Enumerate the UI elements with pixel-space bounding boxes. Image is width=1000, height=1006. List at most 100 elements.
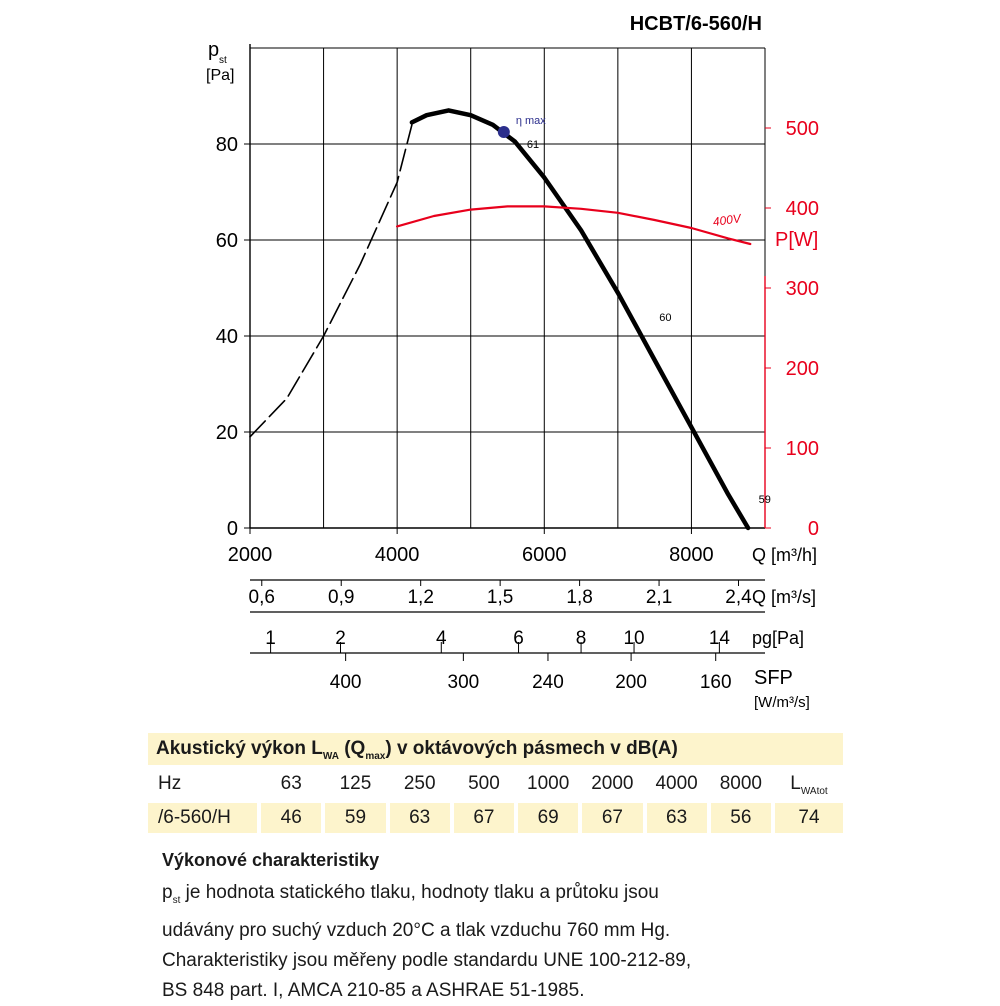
right-axis-label: P[W] (775, 229, 818, 251)
scale-tick-label: 0,9 (328, 587, 354, 608)
value-250: 63 (389, 803, 450, 833)
y-tick-label: 40 (216, 326, 238, 348)
band-63: 63 (280, 773, 302, 794)
chart-annotations: η max 61 60 59 400V (497, 115, 771, 506)
band-250: 250 (403, 773, 436, 794)
value-total: 74 (774, 803, 843, 833)
total-label: LWAtot (775, 769, 843, 799)
band-500: 500 (468, 773, 500, 794)
y2-tick-label: 400 (786, 198, 819, 220)
notes-title: Výkonové charakteristiky (162, 850, 380, 870)
scale-tick-label: 2 (335, 628, 346, 649)
scale-unit-sfp: [W/m³/s] (754, 694, 810, 711)
value-1000: 69 (518, 803, 579, 833)
fan-performance-chart: HCBT/6-560/H p st [Pa] P[W] 020406080010… (206, 13, 819, 711)
total-label-main: L (790, 773, 801, 794)
acoustic-table-header: Akustický výkon LWA (Qmax) v oktávových … (148, 733, 843, 765)
scale-tick-label: 1,2 (407, 587, 433, 608)
series-curve-2 (396, 205, 752, 246)
scale-tick-label: 2,4 (725, 587, 752, 608)
header-text: Akustický výkon L (156, 738, 323, 759)
band-1000: 1000 (527, 773, 570, 794)
model-label: /6-560/H (148, 803, 258, 833)
scale-tick-label: 1,5 (487, 587, 513, 608)
scale-label-q-m3s: Q [m³/s] (752, 587, 816, 607)
efficiency-max-marker (497, 126, 510, 138)
x-tick-label: 8000 (669, 544, 714, 566)
band-8000: 8000 (719, 773, 762, 794)
value-500: 67 (453, 803, 515, 833)
scale-tick-label: 1 (265, 628, 276, 649)
scale-tick-label: 6 (513, 628, 524, 649)
x-tick-label: 2000 (228, 544, 273, 566)
notes-line-3: Charakteristiky jsou měřeny podle standa… (162, 949, 692, 971)
scale-tick-label: 8 (576, 628, 587, 649)
pst-subscript: st (219, 55, 227, 66)
hz-row: Hz 63 125 250 500 1000 2000 4000 8000 LW… (148, 769, 843, 799)
band-2000: 2000 (591, 773, 634, 794)
annotation-label: η max (516, 115, 546, 127)
scale-label-sfp: SFP (754, 667, 793, 689)
x-axis-label: Q [m³/h] (752, 545, 817, 565)
scale-label-pg: pg[Pa] (752, 628, 804, 648)
pst-inline-sub: st (172, 894, 181, 906)
pst-symbol: p (208, 39, 219, 61)
hz-label: Hz (158, 773, 182, 794)
model-title: HCBT/6-560/H (630, 13, 762, 35)
notes-line-1-text: je hodnota statického tlaku, hodnoty tla… (180, 882, 659, 903)
header-sub-wa: WA (322, 750, 339, 762)
y-tick-label: 0 (227, 518, 238, 540)
chart-axes (249, 44, 766, 529)
chart-grid (250, 47, 766, 528)
band-4000: 4000 (655, 773, 698, 794)
scale-tick-label: 4 (436, 628, 447, 649)
acoustic-table: Akustický výkon LWA (Qmax) v oktávových … (148, 733, 843, 833)
pst-unit: [Pa] (206, 67, 234, 84)
scale-tick-label: 14 (709, 628, 731, 649)
series-curve-0 (249, 124, 413, 438)
x-tick-label: 6000 (522, 544, 567, 566)
annotation-label: 59 (759, 494, 771, 506)
header-text-end: ) v oktávových pásmech v dB(A) (385, 738, 678, 759)
y2-tick-label: 500 (786, 118, 819, 140)
model-row: /6-560/H 46 59 63 67 69 67 63 56 74 (148, 803, 843, 833)
pst-inline: pst (162, 882, 181, 906)
value-63: 46 (261, 803, 322, 833)
y2-tick-label: 200 (786, 358, 819, 380)
pst-inline-symbol: p (162, 882, 173, 903)
y2-tick-label: 0 (808, 518, 819, 540)
performance-notes: Výkonové charakteristiky pst je hodnota … (162, 848, 862, 1006)
scale-tick-label: 240 (532, 672, 564, 693)
value-8000: 56 (710, 803, 771, 833)
chart-curves (249, 108, 752, 531)
x-tick-label: 4000 (375, 544, 420, 566)
annotation-label: 61 (527, 139, 539, 151)
notes-line-4: BS 848 part. I, AMCA 210-85 a ASHRAE 51-… (162, 979, 585, 1001)
y2-tick-label: 100 (786, 438, 819, 460)
scale-tick-label: 1,8 (566, 587, 592, 608)
value-4000: 63 (646, 803, 707, 833)
notes-line-1: pst je hodnota statického tlaku, hodnoty… (162, 878, 862, 916)
annotation-label: 400V (712, 211, 743, 229)
y2-tick-label: 300 (786, 278, 819, 300)
y-tick-label: 20 (216, 422, 238, 444)
left-axis-label: p st [Pa] (206, 39, 234, 84)
header-text-mid: (Q (338, 738, 366, 759)
total-label-sub: WAtot (800, 785, 828, 797)
scale-tick-label: 0,6 (249, 587, 275, 608)
band-125: 125 (339, 773, 372, 794)
annotation-label: 60 (659, 312, 671, 324)
value-2000: 67 (582, 803, 643, 833)
notes-line-2: udávány pro suchý vzduch 20°C a tlak vzd… (162, 919, 671, 941)
scale-tick-label: 2,1 (646, 587, 672, 608)
scale-tick-label: 160 (700, 672, 732, 693)
scale-tick-label: 300 (448, 672, 480, 693)
header-sub-max: max (365, 750, 386, 762)
series-curve-1 (409, 108, 751, 531)
scale-tick-label: 400 (330, 672, 362, 693)
tick-labels: 0 20 40 60 80 0 100 200 300 400 500 2000 4000 6000 800… (216, 118, 819, 566)
scale-tick-label: 10 (623, 628, 644, 649)
scale-tick-label: 200 (615, 672, 647, 693)
value-125: 59 (325, 803, 386, 833)
y-tick-label: 80 (216, 134, 238, 156)
